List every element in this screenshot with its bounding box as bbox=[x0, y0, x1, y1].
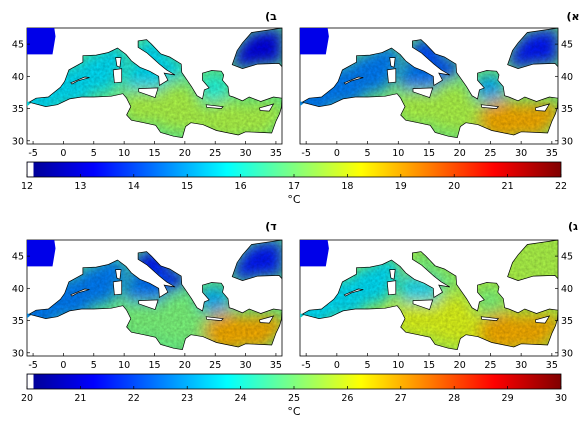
colorbar-tick-label: 20 bbox=[448, 181, 460, 192]
y-tick-label: 45 bbox=[561, 252, 573, 263]
colorbar-tick-label: 22 bbox=[128, 393, 140, 404]
colorbar-tick-label: 23 bbox=[181, 393, 193, 404]
x-tick-label: 25 bbox=[484, 148, 496, 159]
y-tick-label: 45 bbox=[12, 252, 24, 263]
x-tick-label: 5 bbox=[91, 148, 97, 159]
colorbar-white-end bbox=[27, 374, 34, 389]
colorbar-tick-label: 14 bbox=[128, 181, 140, 192]
panel-bottom-left: -5 0 5 10 15 20 25 30 35 45 40 35 30 (ד bbox=[12, 220, 283, 371]
x-tick-label: 35 bbox=[270, 148, 282, 159]
x-tick-label: 15 bbox=[423, 360, 435, 371]
colorbar-tick-label: 16 bbox=[235, 181, 247, 192]
x-tick-label: 5 bbox=[91, 360, 97, 371]
colorbar-tick-label: 21 bbox=[74, 393, 86, 404]
x-tick-label: 30 bbox=[515, 148, 527, 159]
y-tick-label: 40 bbox=[561, 72, 573, 83]
colorbar-unit: °C bbox=[287, 193, 301, 206]
x-tick-label: 0 bbox=[60, 148, 66, 159]
x-tick-label: 15 bbox=[423, 148, 435, 159]
x-tick-label: 20 bbox=[454, 148, 466, 159]
y-tick-label: 30 bbox=[12, 348, 24, 359]
x-tick-label: 0 bbox=[60, 360, 66, 371]
colorbar-tick-label: 13 bbox=[74, 181, 86, 192]
x-tick-label: -5 bbox=[28, 148, 37, 159]
x-tick-label: 10 bbox=[118, 360, 130, 371]
panel-label: (ד bbox=[265, 220, 277, 233]
panel-label: (א bbox=[566, 10, 579, 23]
panel-top-left: -5 0 5 10 15 20 25 30 35 45 40 35 30 (ב bbox=[12, 10, 283, 159]
x-tick-label: 10 bbox=[118, 148, 130, 159]
x-tick-label: 5 bbox=[365, 148, 371, 159]
x-tick-label: 30 bbox=[515, 360, 527, 371]
x-tick-label: 10 bbox=[392, 148, 404, 159]
colorbar-white-end bbox=[27, 162, 34, 177]
x-tick-label: -5 bbox=[301, 360, 310, 371]
colorbar-tick-label: 28 bbox=[448, 393, 460, 404]
y-tick-label: 35 bbox=[12, 104, 24, 115]
x-tick-label: 10 bbox=[392, 360, 404, 371]
panel-label: (ב bbox=[265, 10, 277, 23]
x-tick-label: 35 bbox=[546, 360, 558, 371]
colorbar-tick-label: 17 bbox=[288, 181, 300, 192]
colorbar-bottom: 20 21 22 23 24 25 26 27 28 29 30 °C bbox=[21, 373, 567, 418]
y-tick-label: 40 bbox=[561, 284, 573, 295]
colorbar-tick-label: 29 bbox=[502, 393, 514, 404]
colorbar-tick-label: 19 bbox=[395, 181, 407, 192]
colorbar-tick-label: 20 bbox=[21, 393, 33, 404]
y-tick-label: 45 bbox=[12, 40, 24, 51]
x-tick-label: 15 bbox=[148, 360, 160, 371]
y-tick-label: 40 bbox=[12, 72, 24, 83]
sst-atlantic-corner bbox=[27, 240, 56, 267]
x-tick-label: 0 bbox=[334, 360, 340, 371]
colorbar-tick-label: 21 bbox=[502, 181, 514, 192]
y-tick-label: 35 bbox=[561, 316, 573, 327]
y-tick-label: 40 bbox=[12, 284, 24, 295]
x-tick-label: 35 bbox=[270, 360, 282, 371]
coastline bbox=[28, 28, 282, 138]
colorbar-tick-label: 26 bbox=[341, 393, 353, 404]
x-tick-label: 20 bbox=[179, 360, 191, 371]
y-tick-label: 30 bbox=[561, 348, 573, 359]
x-tick-label: 30 bbox=[240, 148, 252, 159]
coastline bbox=[28, 240, 282, 350]
x-tick-label: 5 bbox=[365, 360, 371, 371]
colorbar-tick-label: 15 bbox=[181, 181, 193, 192]
x-tick-label: -5 bbox=[301, 148, 310, 159]
coastline bbox=[301, 240, 558, 350]
x-tick-label: -5 bbox=[28, 360, 37, 371]
colorbar-tick-label: 25 bbox=[288, 393, 300, 404]
x-tick-label: 25 bbox=[484, 360, 496, 371]
y-tick-label: 45 bbox=[561, 40, 573, 51]
colorbar-tick-label: 12 bbox=[21, 181, 33, 192]
x-tick-label: 25 bbox=[209, 360, 221, 371]
panel-label: (ג bbox=[568, 220, 578, 233]
y-tick-label: 30 bbox=[561, 136, 573, 147]
y-tick-label: 30 bbox=[12, 136, 24, 147]
coastline bbox=[301, 28, 558, 138]
colorbar-tick-label: 30 bbox=[555, 393, 567, 404]
y-tick-label: 35 bbox=[561, 104, 573, 115]
x-tick-label: 30 bbox=[240, 360, 252, 371]
y-tick-label: 35 bbox=[12, 316, 24, 327]
sst-atlantic-corner bbox=[300, 240, 329, 267]
x-tick-label: 20 bbox=[454, 360, 466, 371]
colorbar-tick-label: 24 bbox=[235, 393, 247, 404]
colorbar-top: 12 13 14 15 16 17 18 19 20 21 22 °C bbox=[21, 161, 567, 206]
x-tick-label: 35 bbox=[546, 148, 558, 159]
colorbar-tick-label: 22 bbox=[555, 181, 567, 192]
colorbar-unit: °C bbox=[287, 405, 301, 418]
x-tick-label: 20 bbox=[179, 148, 191, 159]
x-tick-label: 15 bbox=[148, 148, 160, 159]
x-tick-label: 0 bbox=[334, 148, 340, 159]
sst-atlantic-corner bbox=[27, 28, 56, 55]
colorbar-tick-label: 27 bbox=[395, 393, 407, 404]
sst-atlantic-corner bbox=[300, 28, 329, 55]
x-tick-label: 25 bbox=[209, 148, 221, 159]
colorbar-tick-label: 18 bbox=[341, 181, 353, 192]
